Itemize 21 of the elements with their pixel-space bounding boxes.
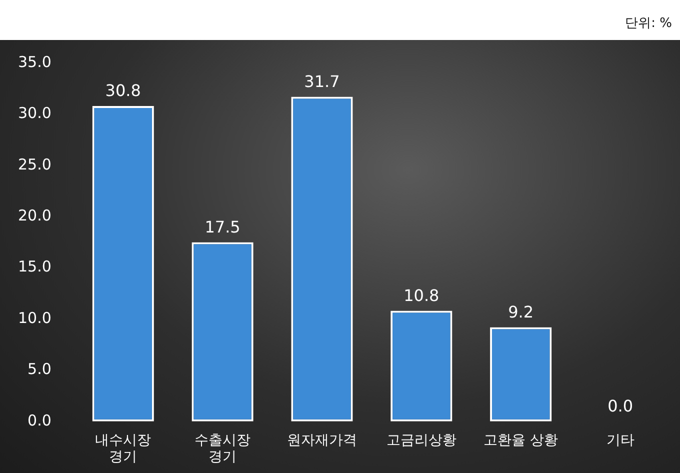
y-tick-label: 35.0: [18, 52, 52, 71]
x-tick-label: 수출시장 경기: [194, 432, 251, 466]
data-label: 31.7: [304, 72, 340, 91]
x-tick-label: 고금리상황: [386, 432, 456, 448]
y-tick-label: 20.0: [18, 206, 52, 224]
x-tick-label: 내수시장 경기: [95, 432, 152, 466]
data-label: 0.0: [608, 396, 634, 416]
data-label: 17.5: [204, 217, 240, 236]
y-tick-label: 15.0: [18, 258, 52, 276]
x-tick-label: 원자재가격: [286, 432, 357, 448]
y-tick-label: 5.0: [28, 360, 52, 378]
y-tick-label: 0.0: [28, 411, 52, 430]
y-tick-label: 10.0: [18, 308, 52, 327]
y-tick-label: 25.0: [18, 155, 52, 174]
data-label: 9.2: [508, 302, 534, 322]
text: 단위: %: [625, 15, 672, 32]
x-tick-label: 고환율 상황: [484, 432, 558, 448]
x-tick-label: 기타: [606, 432, 634, 448]
y-tick-label: 30.0: [18, 104, 52, 122]
data-label: 30.8: [105, 81, 141, 100]
data-label: 10.8: [404, 286, 440, 305]
